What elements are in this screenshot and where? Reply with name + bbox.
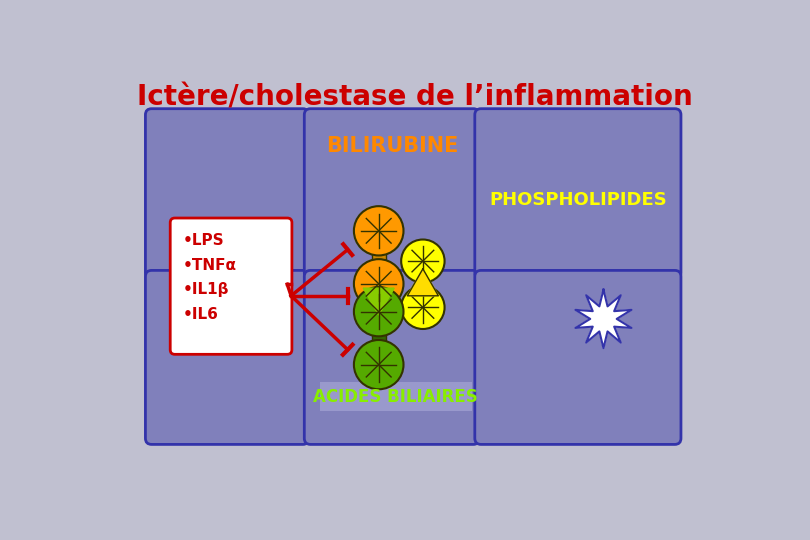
FancyBboxPatch shape [170, 218, 292, 354]
Text: ACIDES BILIAIRES: ACIDES BILIAIRES [313, 388, 478, 406]
Text: BILIRUBINE: BILIRUBINE [326, 136, 458, 156]
Polygon shape [575, 289, 632, 348]
Bar [372, 329, 386, 341]
Text: •TNFα: •TNFα [182, 258, 237, 273]
Circle shape [354, 259, 403, 308]
Text: PHOSPHOLIPIDES: PHOSPHOLIPIDES [489, 191, 667, 208]
Circle shape [354, 287, 403, 336]
FancyBboxPatch shape [475, 109, 681, 279]
FancyBboxPatch shape [146, 109, 309, 279]
Circle shape [401, 286, 445, 329]
Text: •LPS: •LPS [182, 233, 224, 248]
FancyBboxPatch shape [305, 271, 480, 444]
FancyBboxPatch shape [305, 109, 480, 279]
FancyBboxPatch shape [146, 271, 309, 444]
FancyBboxPatch shape [475, 271, 681, 444]
Bar [372, 248, 386, 260]
Bar [417, 276, 428, 287]
Text: •IL1β: •IL1β [182, 282, 229, 297]
Circle shape [401, 240, 445, 282]
FancyBboxPatch shape [320, 382, 471, 411]
Text: Ictère/cholestase de l’inflammation: Ictère/cholestase de l’inflammation [137, 83, 693, 111]
Polygon shape [407, 269, 438, 296]
Circle shape [354, 340, 403, 389]
Polygon shape [363, 288, 394, 315]
Circle shape [354, 206, 403, 255]
Text: •IL6: •IL6 [182, 307, 219, 322]
